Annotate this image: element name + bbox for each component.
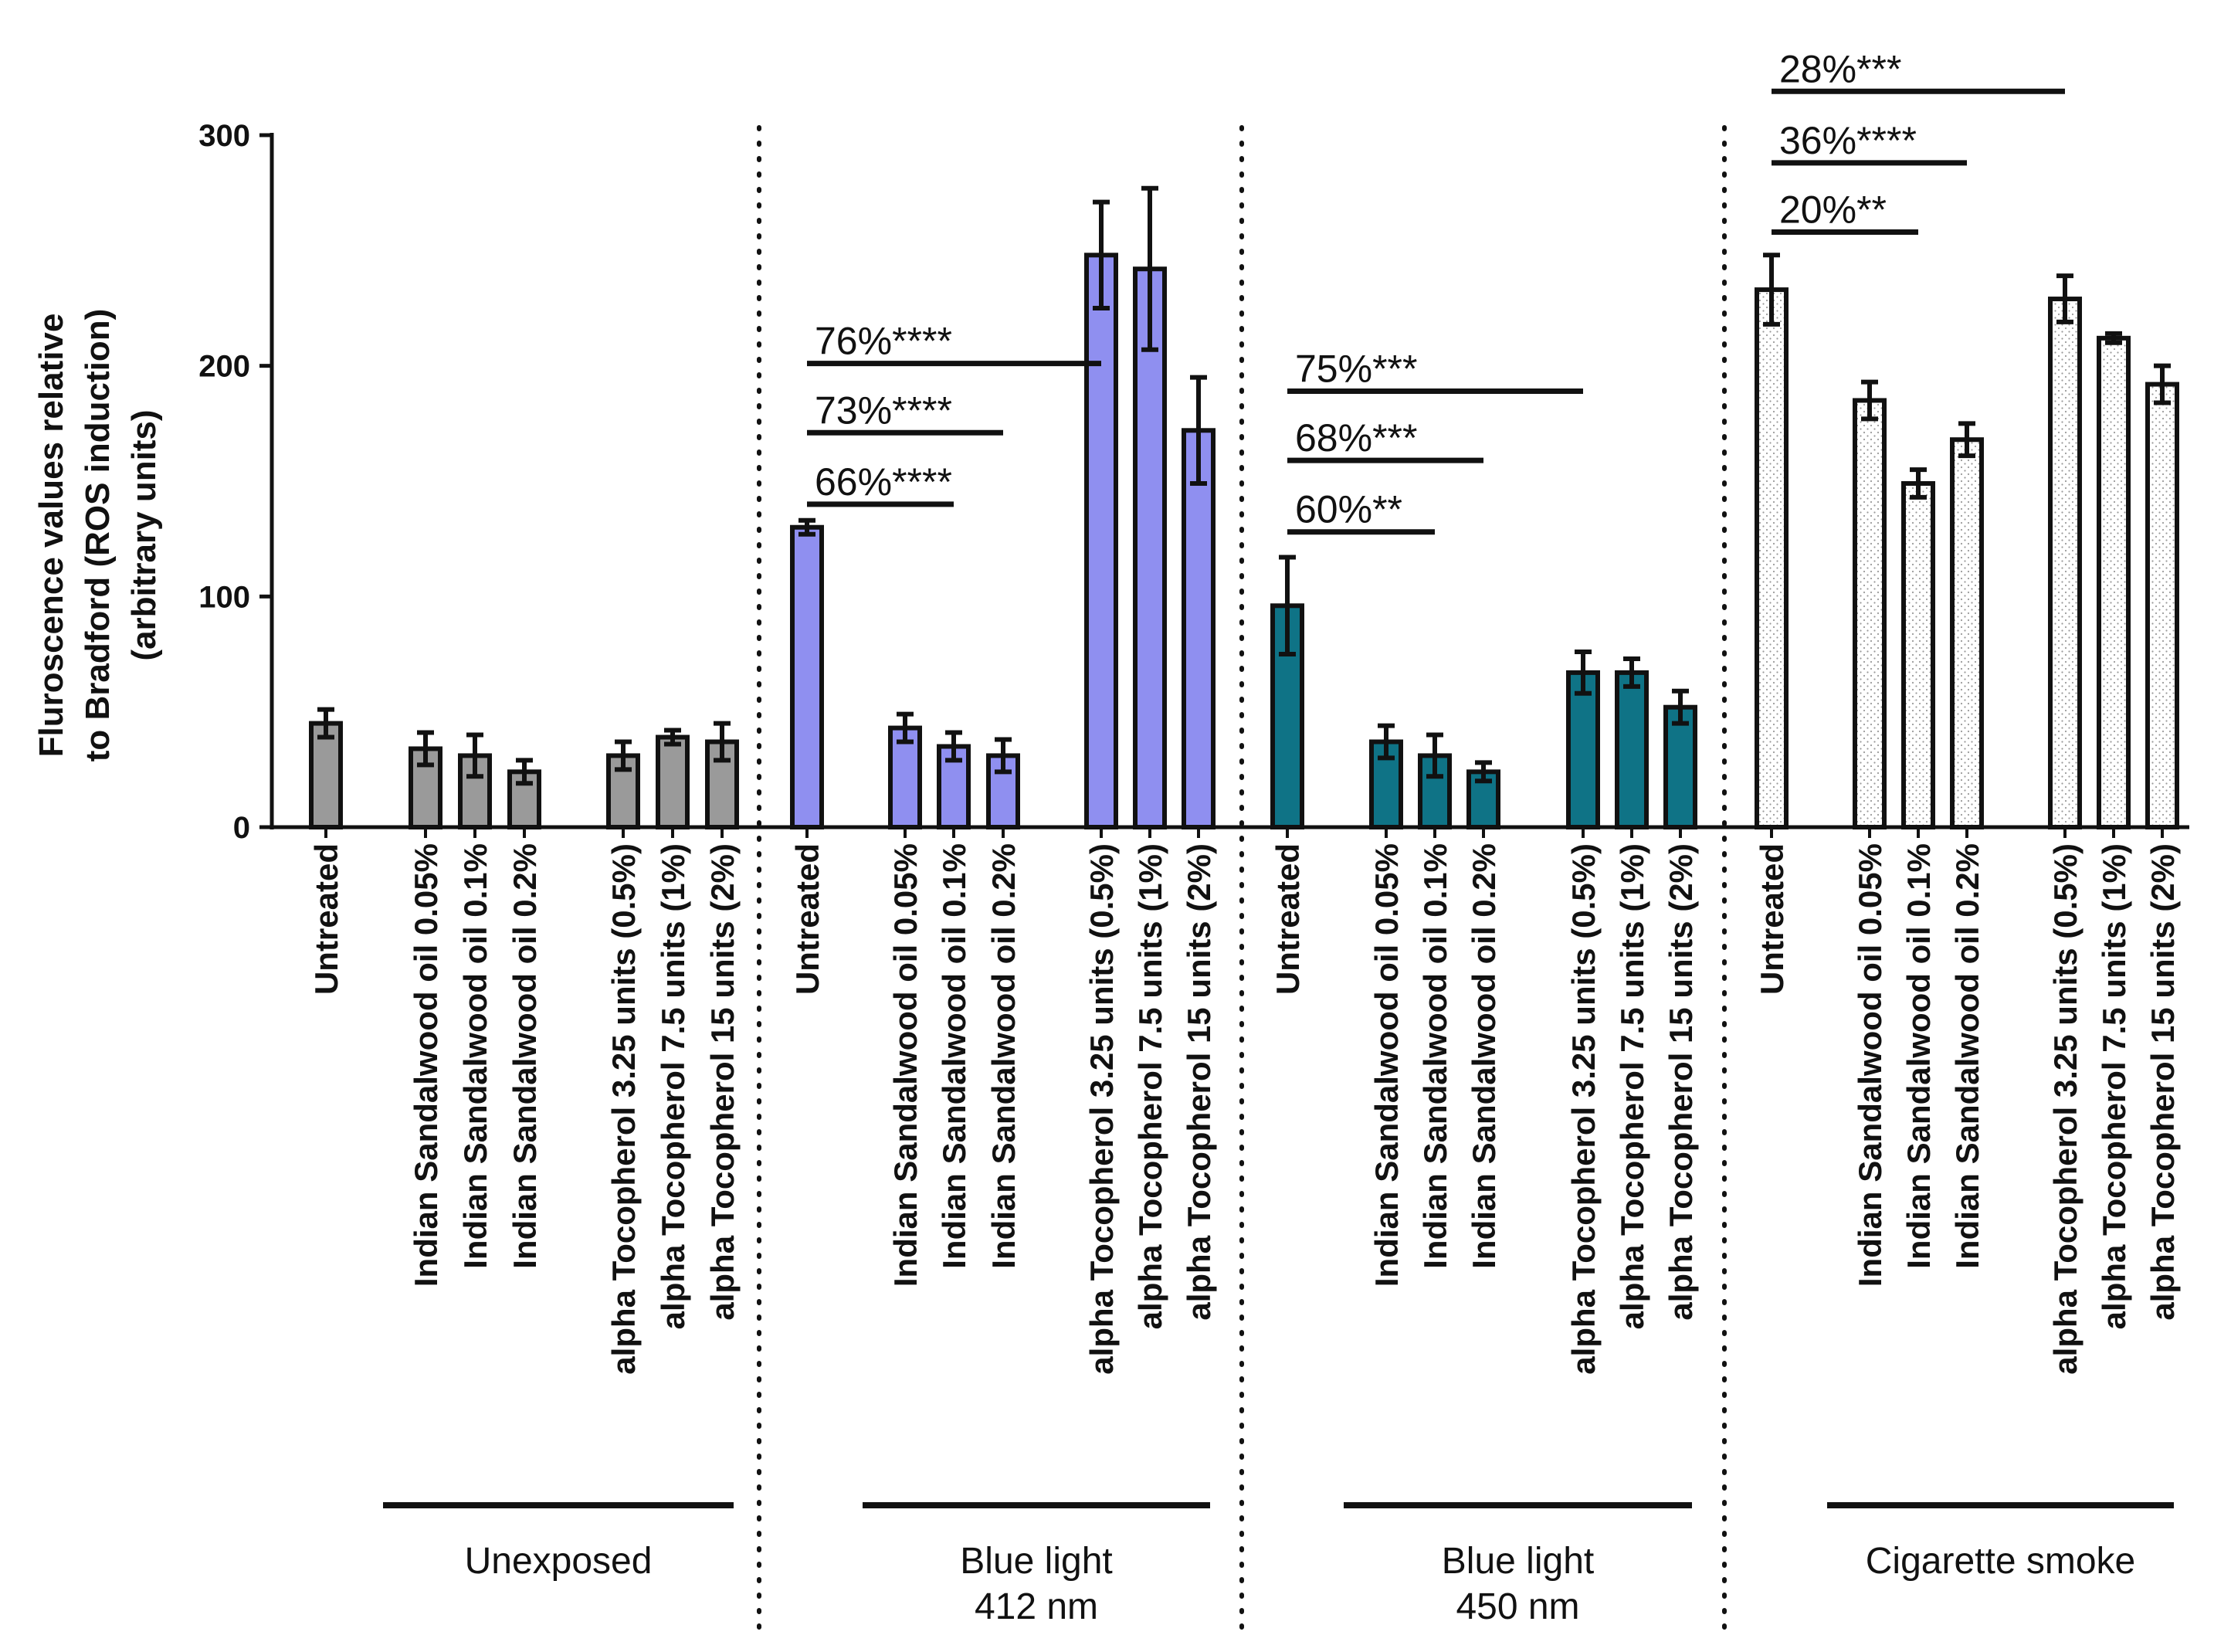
category-label: alpha Tocopherol 15 units (2%) (1663, 843, 1699, 1321)
y-tick-label: 0 (233, 811, 250, 845)
group-label: Cigarette smoke (1866, 1541, 2135, 1582)
bar (1901, 480, 1935, 830)
bar (656, 734, 690, 830)
error-bars (317, 185, 2171, 786)
category-label: Indian Sandalwood oil 0.05% (408, 843, 444, 1287)
category-label: Indian Sandalwood oil 0.1% (936, 843, 972, 1269)
bar (1615, 670, 1649, 829)
category-label: alpha Tocopherol 3.25 units (0.5%) (2047, 843, 2084, 1375)
group-label: Blue light (960, 1541, 1112, 1582)
bar (1084, 253, 1118, 830)
group-separators (757, 125, 1727, 1640)
bar (2048, 297, 2082, 829)
bar (2097, 335, 2131, 829)
bar (1133, 266, 1167, 829)
bar (1950, 437, 1984, 829)
y-axis-title-line: Fluroscence values relative (32, 314, 70, 758)
category-label: alpha Tocopherol 15 units (2%) (2145, 843, 2181, 1321)
category-label: Untreated (789, 843, 826, 995)
significance-label: 66%**** (815, 460, 952, 504)
group-label: Unexposed (465, 1541, 653, 1582)
category-label: alpha Tocopherol 7.5 units (1%) (2096, 843, 2132, 1329)
category-label: alpha Tocopherol 7.5 units (1%) (1132, 843, 1168, 1329)
bar (1853, 398, 1887, 829)
significance-annotations: 66%**** 73%**** 76%**** 60%** 68%*** 75%*** 20… (807, 47, 2065, 535)
category-label: alpha Tocopherol 7.5 units (1%) (1614, 843, 1650, 1329)
bar (2145, 382, 2179, 829)
category-label: Indian Sandalwood oil 0.2% (507, 843, 543, 1269)
significance-label: 36%**** (1779, 119, 1917, 162)
significance-label: 76%**** (815, 320, 952, 363)
category-label: Untreated (1754, 843, 1790, 995)
significance-label: 28%*** (1779, 47, 1901, 90)
category-label: alpha Tocopherol 15 units (2%) (704, 843, 741, 1321)
group-label: Blue light (1442, 1541, 1594, 1582)
category-label: Untreated (308, 843, 344, 995)
category-label: alpha Tocopherol 3.25 units (0.5%) (1565, 843, 1602, 1375)
y-axis-title-line: to Bradford (ROS induction) (79, 309, 117, 762)
category-label: alpha Tocopherol 15 units (2%) (1181, 843, 1217, 1321)
bar (1182, 428, 1216, 829)
category-label: Indian Sandalwood oil 0.2% (1949, 843, 1985, 1269)
category-label: Indian Sandalwood oil 0.2% (1466, 843, 1502, 1269)
group-label: 412 nm (975, 1586, 1098, 1627)
category-label: Indian Sandalwood oil 0.1% (1417, 843, 1453, 1269)
significance-label: 60%** (1295, 488, 1402, 531)
category-label: alpha Tocopherol 3.25 units (0.5%) (1083, 843, 1120, 1375)
category-label: Indian Sandalwood oil 0.05% (1368, 843, 1405, 1287)
y-axis-title: Fluroscence values relative to Bradford (… (32, 309, 163, 762)
category-labels: Untreated Indian Sandalwood oil 0.05% Indi… (308, 843, 2181, 1375)
bar (1663, 704, 1697, 830)
category-label: alpha Tocopherol 7.5 units (1%) (655, 843, 691, 1329)
category-label: Indian Sandalwood oil 0.1% (1900, 843, 1937, 1269)
significance-label: 20%** (1779, 188, 1887, 231)
bar (888, 725, 922, 829)
category-label: Indian Sandalwood oil 0.1% (457, 843, 493, 1269)
significance-label: 75%*** (1295, 348, 1417, 391)
y-tick-label: 300 (198, 119, 250, 153)
category-label: Indian Sandalwood oil 0.05% (1852, 843, 1888, 1287)
bar (1755, 287, 1789, 829)
y-tick-label: 100 (198, 580, 250, 614)
y-tick-label: 200 (198, 350, 250, 384)
significance-label: 68%*** (1295, 416, 1417, 460)
bar (1566, 670, 1600, 829)
bar (790, 524, 824, 829)
y-axis-title-line: (arbitrary units) (125, 409, 163, 660)
category-label: Indian Sandalwood oil 0.05% (887, 843, 924, 1287)
category-label: Indian Sandalwood oil 0.2% (985, 843, 1022, 1269)
category-label: alpha Tocopherol 3.25 units (0.5%) (605, 843, 642, 1375)
significance-label: 73%**** (815, 388, 952, 432)
group-label: 450 nm (1456, 1586, 1579, 1627)
bars (309, 253, 2179, 830)
category-label: Untreated (1270, 843, 1306, 995)
